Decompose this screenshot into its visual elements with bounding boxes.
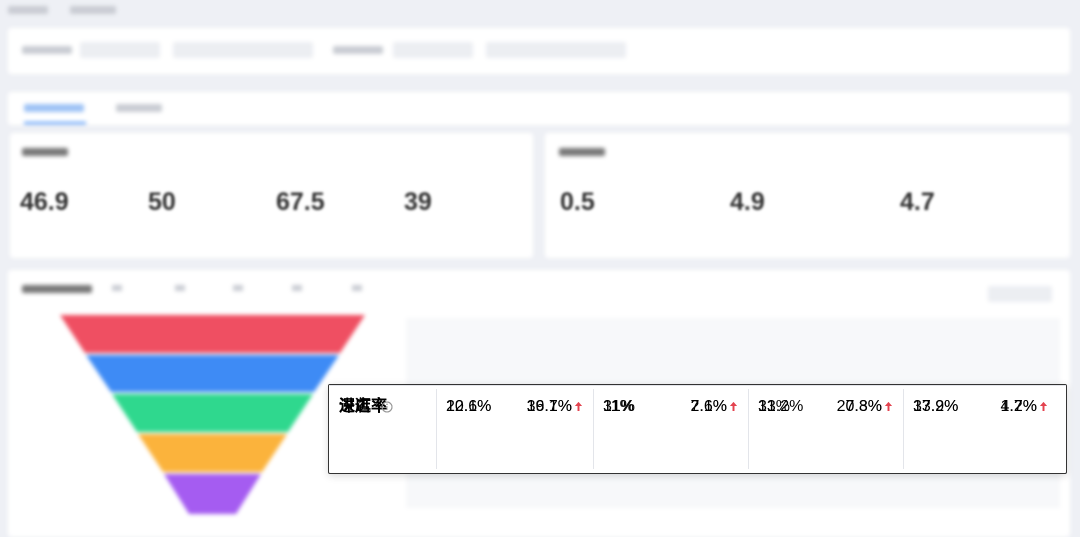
rate-cell: 31% [758, 385, 790, 429]
change-cell: 19.1% [514, 385, 583, 429]
table-row: 进店率 12.1% 36.7% 11% 7.6% 13.2% 20.8% 13.9% 1.2% [329, 385, 1066, 469]
rate-value: 11% [603, 398, 634, 415]
change-value: 4.7% [1000, 398, 1037, 415]
metric-value: 50 [148, 188, 176, 216]
funnel-stage [138, 434, 287, 472]
funnel-stage [112, 394, 313, 432]
change-value: 1.2% [1000, 398, 1037, 415]
change-cell: 7.3% [823, 385, 893, 429]
metric-value: 0.5 [560, 188, 595, 216]
change-value: 7.6% [690, 398, 727, 415]
rate-value: 20.6% [446, 398, 492, 415]
row-label: 进店率 [339, 398, 388, 415]
column-separator [436, 389, 437, 469]
row-label: 深逛率 [339, 398, 388, 415]
change-cell: 4.7% [979, 385, 1048, 429]
change-value: 20.8% [836, 398, 882, 415]
rate-cell: 31% [603, 385, 635, 429]
highlight-table: 进店率 12.1% 36.7% 11% 7.6% 13.2% 20.8% 13.9% 1.2% 深… [328, 384, 1067, 474]
rate-value: 13.9% [913, 398, 959, 415]
rate-value: 37.2% [913, 398, 959, 415]
funnel-stage [164, 474, 261, 514]
metric-value: 4.9 [730, 188, 765, 216]
metric-value: 39 [404, 188, 432, 216]
metric-value: 46.9 [20, 188, 69, 216]
column-separator [593, 389, 594, 469]
up-arrow [885, 402, 892, 411]
filter-bar [8, 28, 1070, 74]
column-separator [903, 389, 904, 469]
funnel-stage [86, 355, 339, 392]
change-cell: 2.1% [669, 385, 738, 429]
rate-cell: 13.2% [758, 385, 803, 429]
column-separator [748, 389, 749, 469]
up-arrow [730, 402, 737, 411]
funnel-stage [60, 315, 365, 353]
rate-cell: 13.9% [913, 385, 958, 429]
change-value: 36.7% [526, 398, 572, 415]
rate-cell: 12.1% [446, 385, 491, 429]
change-value: 19.1% [526, 398, 572, 415]
conversion-card [545, 133, 1070, 258]
rate-cell: 37.2% [913, 385, 958, 429]
rate-value: 12.1% [446, 398, 492, 415]
tabs [8, 92, 1070, 125]
rate-value: 13.2% [758, 398, 804, 415]
traffic-card [10, 133, 533, 258]
up-arrow [575, 402, 582, 411]
change-value: 7.3% [845, 398, 882, 415]
up-arrow [1040, 402, 1047, 411]
rate-value: 31% [603, 398, 636, 415]
info-icon [381, 401, 393, 413]
rate-cell: 11% [603, 385, 634, 429]
change-value: 2.1% [690, 398, 727, 415]
rate-value: 31% [758, 398, 791, 415]
metric-value: 67.5 [276, 188, 325, 216]
metric-value: 4.7 [900, 188, 935, 216]
rate-cell: 20.6% [446, 385, 491, 429]
